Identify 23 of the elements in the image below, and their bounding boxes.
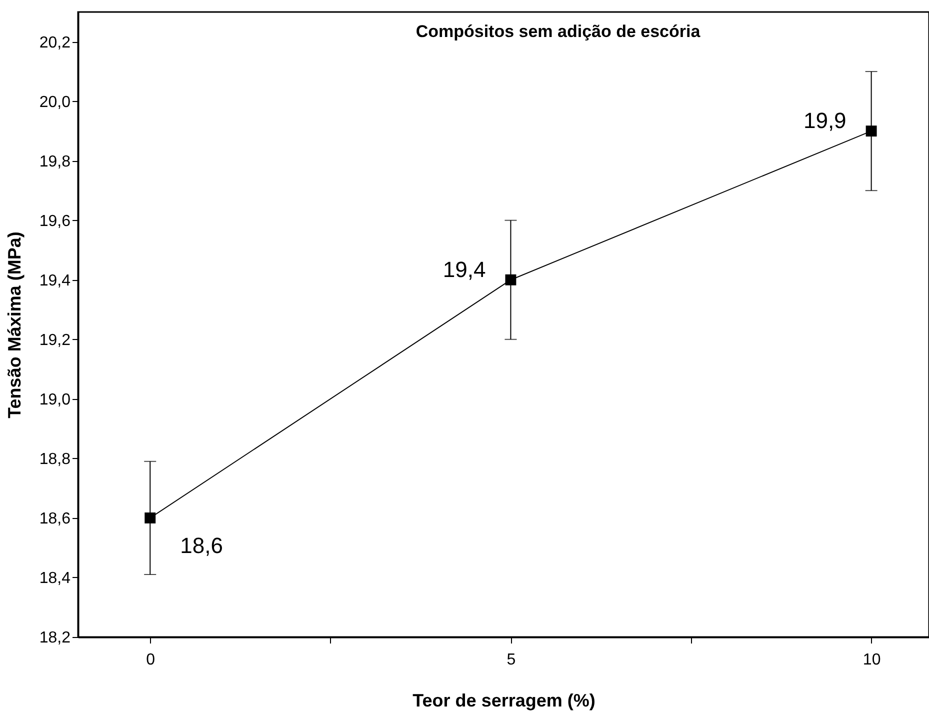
x-tick-label: 10	[862, 652, 881, 668]
data-label: 19,9	[803, 108, 846, 134]
y-tick-label: 18,8	[39, 450, 71, 468]
point	[866, 126, 877, 137]
y-tick-label: 19,2	[39, 332, 71, 349]
y-tick-label: 20,2	[39, 34, 71, 52]
x-tick-label: 5	[506, 652, 516, 668]
point	[505, 274, 516, 286]
x-tick-label: 0	[146, 652, 156, 668]
y-tick-label: 19,0	[39, 391, 71, 408]
y-tick-label: 19,8	[39, 153, 71, 170]
x-axis-title: Teor de serragem (%)	[412, 690, 596, 710]
y-tick-label: 18,2	[39, 630, 71, 646]
data-label: 19,4	[442, 256, 486, 282]
y-tick-label: 18,4	[39, 570, 71, 587]
point	[144, 512, 156, 524]
y-axis-title: Tensão Máxima (MPa)	[4, 232, 24, 418]
data-label: 18,6	[180, 532, 223, 558]
y-tick-label: 19,4	[39, 272, 71, 290]
y-tick-label: 20,0	[39, 94, 71, 111]
y-tick-label: 18,6	[39, 510, 71, 528]
text: Compósitos sem adição de escória	[416, 22, 701, 41]
y-tick-label: 19,6	[39, 212, 71, 230]
